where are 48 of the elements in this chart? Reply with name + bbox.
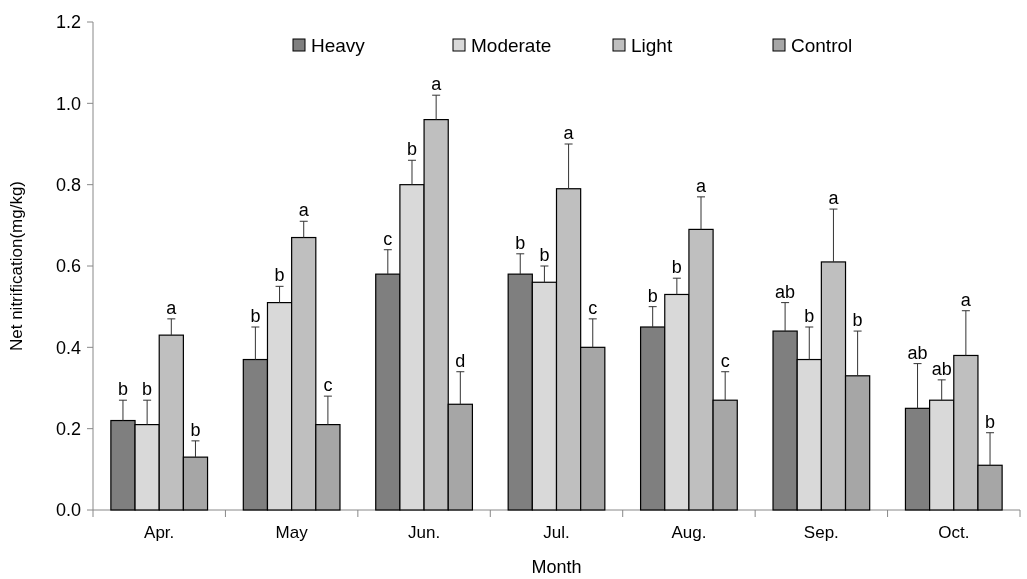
x-tick-label: May [275, 523, 309, 542]
data-label: ab [931, 358, 952, 379]
data-label: b [647, 285, 658, 306]
x-tick-label: Apr. [144, 523, 175, 542]
data-label: b [515, 232, 526, 253]
data-label: b [250, 306, 261, 326]
data-label: ab [907, 342, 928, 363]
y-axis-title: Net nitrification(mg/kg) [7, 180, 26, 352]
data-label: c [323, 375, 333, 396]
data-label: d [455, 350, 466, 371]
y-tick-label: 0.6 [55, 256, 81, 277]
data-label: b [117, 379, 128, 400]
data-label: ab [775, 281, 796, 302]
data-label: c [720, 350, 730, 371]
data-label: a [166, 297, 178, 318]
x-tick-label: Jul. [543, 523, 570, 542]
data-label: b [406, 139, 417, 160]
data-label: c [588, 297, 598, 318]
x-tick-label: Aug. [671, 523, 707, 542]
data-label: a [828, 188, 840, 209]
data-label: a [696, 175, 707, 196]
data-label: b [671, 257, 682, 278]
data-label: b [190, 419, 201, 440]
data-label: b [274, 265, 285, 286]
data-label: b [142, 379, 153, 400]
legend-label: Light [631, 34, 673, 56]
legend-label: Control [791, 34, 853, 56]
legend-label: Heavy [311, 34, 366, 56]
y-tick-label: 1.0 [55, 93, 81, 114]
x-tick-label: Oct. [938, 523, 970, 542]
y-tick-label: 1.2 [55, 12, 81, 33]
y-tick-label: 0.0 [55, 500, 81, 521]
data-label: a [960, 289, 972, 310]
x-tick-label: Jun. [408, 523, 441, 542]
data-label: a [563, 123, 575, 143]
data-label: a [431, 74, 443, 95]
x-tick-label: Sep. [803, 523, 839, 542]
y-tick-label: 0.8 [55, 174, 81, 195]
data-label: b [852, 310, 863, 331]
y-tick-label: 0.4 [55, 337, 81, 358]
data-label: b [804, 306, 815, 326]
x-axis-title: Month [531, 557, 582, 577]
y-tick-label: 0.2 [55, 418, 81, 439]
data-label: b [985, 411, 996, 432]
data-label: b [539, 245, 550, 265]
legend-label: Moderate [471, 34, 552, 56]
data-label: a [298, 200, 310, 221]
data-label: c [383, 228, 393, 249]
